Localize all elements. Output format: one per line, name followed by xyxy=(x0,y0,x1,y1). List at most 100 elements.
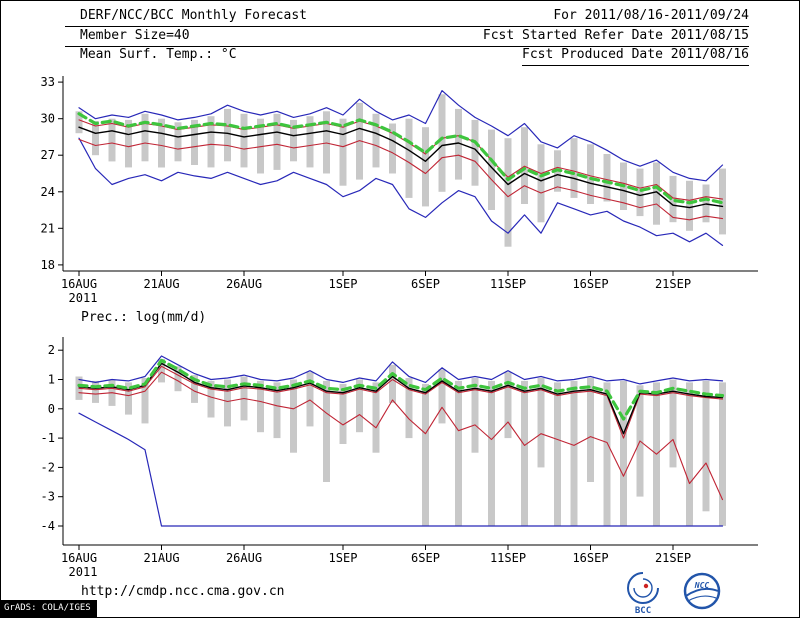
bcc-swirl-inner-icon xyxy=(633,578,653,598)
bcc-dot-icon xyxy=(643,583,649,589)
series-lower-quartile xyxy=(78,138,724,221)
series-ensemble-min xyxy=(78,137,724,246)
ensemble-spread-bar xyxy=(719,168,726,235)
grads-credit: GrADS: COLA/IGES xyxy=(1,600,97,617)
ensemble-spread-bar xyxy=(389,364,396,403)
y-tick-label: -3 xyxy=(41,490,55,504)
ensemble-spread-bar xyxy=(438,369,446,424)
y-tick-label: 2 xyxy=(48,343,55,357)
x-tick-label: 1SEP xyxy=(329,277,358,291)
ensemble-spread-bar xyxy=(389,123,396,174)
ensemble-spread-bar xyxy=(125,382,132,415)
x-tick-label: 26AUG xyxy=(226,551,262,565)
forecast-range-label: For 2011/08/16-2011/09/24 xyxy=(553,8,749,23)
ensemble-spread-bar xyxy=(92,380,99,403)
ensemble-spread-bar xyxy=(554,382,561,526)
ensemble-spread-bar xyxy=(405,118,413,198)
header-row-3: Mean Surf. Temp.: °C Fcst Produced Date … xyxy=(65,47,749,66)
ensemble-spread-bar xyxy=(422,383,429,526)
ensemble-spread-bar xyxy=(405,378,413,439)
ensemble-spread-bar xyxy=(504,372,512,439)
bcc-swirl-icon xyxy=(627,572,659,604)
series-upper-quartile xyxy=(78,365,724,439)
y-tick-label: 24 xyxy=(41,185,55,199)
precipitation-chart-title: Prec.: log(mm/d) xyxy=(81,310,207,325)
ensemble-spread-bar xyxy=(224,379,231,427)
ensemble-spread-bar xyxy=(290,379,297,453)
ensemble-spread-bar xyxy=(207,116,215,168)
ensemble-spread-bar xyxy=(471,119,479,186)
ensemble-spread-bar xyxy=(686,180,693,231)
fcst-produced-label: Fcst Produced Date 2011/08/16 xyxy=(522,47,749,66)
ensemble-spread-bar xyxy=(273,113,281,170)
ensemble-spread-bar xyxy=(372,382,380,453)
header-row-1: DERF/NCC/BCC Monthly Forecast For 2011/0… xyxy=(65,8,749,27)
x-tick-label: 11SEP xyxy=(490,551,526,565)
ensemble-spread-bar xyxy=(75,111,83,134)
ensemble-spread-bar xyxy=(438,94,446,192)
ensemble-spread-bar xyxy=(686,382,693,526)
ensemble-spread-bar xyxy=(372,113,380,168)
x-tick-label: 6SEP xyxy=(411,277,440,291)
x-tick-label: 11SEP xyxy=(490,277,526,291)
ncc-orbit2-icon xyxy=(687,595,717,602)
ensemble-spread-bar xyxy=(290,119,297,162)
ncc-orbit-icon xyxy=(685,587,719,597)
x-tick-label: 21SEP xyxy=(655,551,691,565)
y-tick-label: -2 xyxy=(41,460,55,474)
ncc-logo-label: NCC xyxy=(694,581,710,590)
series-ensemble-min xyxy=(78,412,724,527)
ensemble-spread-bar xyxy=(240,113,248,168)
x-tick-label: 16SEP xyxy=(572,551,608,565)
y-tick-label: 0 xyxy=(48,402,55,416)
series-ensemble-max xyxy=(78,90,724,182)
ensemble-spread-bar xyxy=(587,378,594,482)
ensemble-spread-bar xyxy=(455,380,462,526)
ensemble-spread-bar xyxy=(422,127,429,207)
header-row-2: Member Size=40 Fcst Started Refer Date 2… xyxy=(65,28,749,47)
bcc-logo-label: BCC xyxy=(635,606,651,616)
ensemble-spread-bar xyxy=(141,113,149,162)
ensemble-spread-bar xyxy=(273,382,281,439)
x-tick-label: 16AUG xyxy=(61,551,97,565)
x-tick-sublabel: 2011 xyxy=(69,565,98,579)
ncc-logo: NCC xyxy=(683,572,721,610)
x-tick-label: 1SEP xyxy=(329,551,358,565)
ensemble-spread-bar xyxy=(570,380,578,526)
member-size-label: Member Size=40 xyxy=(80,28,190,43)
ensemble-spread-bar xyxy=(603,154,611,202)
ensemble-spread-bar xyxy=(92,121,99,156)
y-tick-label: 21 xyxy=(41,221,55,235)
ensemble-spread-bar xyxy=(719,382,726,526)
ensemble-spread-bar xyxy=(702,380,710,512)
ensemble-spread-bar xyxy=(488,380,495,526)
ensemble-spread-bar xyxy=(603,382,611,526)
bcc-logo: BCC xyxy=(627,572,659,616)
ensemble-spread-bar xyxy=(108,118,116,162)
ensemble-spread-bar xyxy=(537,378,545,468)
y-tick-label: -1 xyxy=(41,431,55,445)
source-url: http://cmdp.ncc.cma.gov.cn xyxy=(81,584,285,599)
series-median xyxy=(78,126,724,209)
series-lower-quartile xyxy=(78,371,724,501)
y-tick-label: -4 xyxy=(41,519,55,533)
series-median xyxy=(78,362,724,435)
series-ensemble-mean xyxy=(77,358,725,421)
y-tick-label: 33 xyxy=(41,75,55,89)
ensemble-spread-bar xyxy=(257,118,264,174)
y-tick-label: 18 xyxy=(41,258,55,272)
ensemble-spread-bar xyxy=(339,118,347,186)
ensemble-spread-bar xyxy=(570,138,578,198)
ensemble-spread-bar xyxy=(224,108,231,162)
ensemble-spread-bar xyxy=(356,379,363,433)
ensemble-spread-bar xyxy=(669,175,677,223)
ensemble-spread-bar xyxy=(306,116,314,168)
temperature-chart-title: Mean Surf. Temp.: °C xyxy=(80,47,237,62)
logos: BCC NCC xyxy=(621,569,725,617)
ensemble-spread-bar xyxy=(207,380,215,418)
ensemble-spread-bar xyxy=(455,108,462,180)
ensemble-spread-bar xyxy=(669,379,677,468)
series-ensemble-mean xyxy=(77,112,725,205)
